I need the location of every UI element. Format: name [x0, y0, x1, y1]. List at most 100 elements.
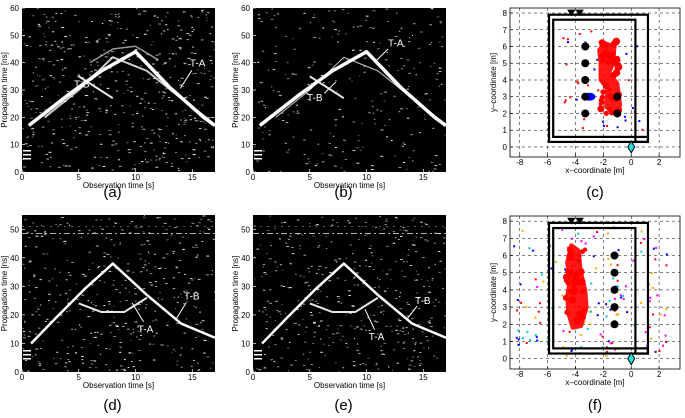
- speckle: [411, 34, 414, 36]
- speckle: [440, 83, 443, 85]
- speckle: [212, 147, 214, 149]
- person: [610, 251, 619, 260]
- speckle: [22, 348, 25, 350]
- speckle: [161, 155, 163, 157]
- speckle: [203, 67, 205, 69]
- speckle: [210, 26, 214, 28]
- speckle: [32, 134, 35, 136]
- speckle: [258, 101, 261, 103]
- detection: [649, 337, 652, 340]
- y-tick-label: 7: [503, 26, 508, 35]
- speckle: [78, 127, 81, 129]
- speckle: [124, 279, 127, 281]
- y-tick-label: 30: [10, 282, 19, 291]
- speckle: [191, 222, 195, 224]
- speckle: [108, 303, 111, 305]
- speckle: [45, 321, 47, 323]
- speckle: [148, 232, 150, 234]
- speckle: [262, 104, 266, 106]
- speckle: [68, 310, 71, 312]
- speckle: [377, 368, 380, 370]
- speckle: [45, 253, 49, 255]
- speckle: [22, 337, 26, 339]
- speckle: [146, 54, 149, 56]
- track-point: [603, 82, 610, 90]
- speckle: [28, 280, 31, 282]
- speckle: [153, 149, 155, 151]
- speckle: [120, 365, 123, 367]
- speckle: [188, 34, 192, 36]
- speckle: [395, 297, 397, 299]
- echo-trace: [261, 262, 447, 345]
- speckle: [114, 222, 116, 224]
- speckle: [333, 273, 335, 275]
- y-axis-label: Propagation time [ns]: [0, 52, 9, 128]
- speckle: [139, 146, 142, 148]
- speckle: [379, 311, 382, 313]
- speckle: [124, 39, 127, 41]
- speckle: [127, 89, 129, 91]
- speckle: [110, 105, 112, 107]
- speckle: [121, 229, 124, 231]
- speckle: [207, 12, 210, 14]
- speckle: [161, 298, 163, 300]
- detection: [570, 237, 573, 240]
- annotation: T-A: [190, 58, 206, 69]
- y-tick-label: 40: [241, 254, 250, 263]
- y-tick-label: 1: [503, 126, 508, 135]
- speckle: [194, 72, 197, 74]
- y-tick-label: 10: [10, 141, 19, 150]
- speckle: [175, 151, 177, 153]
- speckle: [61, 41, 64, 43]
- detection: [569, 96, 572, 99]
- speckle: [161, 110, 163, 112]
- speckle: [344, 158, 347, 160]
- speckle: [131, 114, 135, 116]
- detection: [664, 340, 667, 343]
- speckle: [210, 75, 213, 77]
- speckle: [299, 248, 301, 250]
- speckle: [139, 258, 142, 260]
- speckle: [162, 95, 165, 97]
- speckle: [336, 90, 338, 92]
- y-tick-label: 60: [241, 4, 250, 13]
- speckle: [35, 108, 39, 110]
- speckle: [379, 216, 381, 218]
- speckle: [437, 251, 441, 253]
- x-axis-label: Observation time [s]: [83, 181, 154, 190]
- speckle: [352, 121, 355, 123]
- speckle: [384, 91, 387, 93]
- speckle: [337, 328, 339, 330]
- speckle: [261, 276, 263, 278]
- speckle: [134, 293, 138, 295]
- speckle: [126, 328, 130, 330]
- speckle: [155, 286, 158, 288]
- speckle: [308, 285, 310, 287]
- speckle: [433, 168, 437, 170]
- speckle: [317, 143, 320, 145]
- speckle: [32, 72, 34, 74]
- y-tick-label: 2: [503, 109, 508, 118]
- speckle: [98, 108, 101, 110]
- speckle: [39, 45, 42, 47]
- speckle: [90, 332, 93, 334]
- speckle: [81, 355, 85, 357]
- speckle: [336, 277, 340, 279]
- speckle: [317, 269, 320, 271]
- detection: [607, 340, 610, 343]
- marker: [23, 154, 31, 156]
- speckle: [301, 234, 303, 236]
- speckle: [140, 328, 143, 330]
- detection: [658, 350, 661, 353]
- speckle: [35, 235, 39, 237]
- speckle: [169, 76, 172, 78]
- speckle: [281, 112, 284, 114]
- speckle: [444, 268, 446, 270]
- axes-border: [509, 215, 681, 370]
- speckle: [99, 353, 102, 355]
- detection: [627, 79, 630, 82]
- speckle: [106, 41, 109, 43]
- speckle: [206, 255, 210, 257]
- speckle: [355, 217, 357, 219]
- speckle: [84, 41, 88, 43]
